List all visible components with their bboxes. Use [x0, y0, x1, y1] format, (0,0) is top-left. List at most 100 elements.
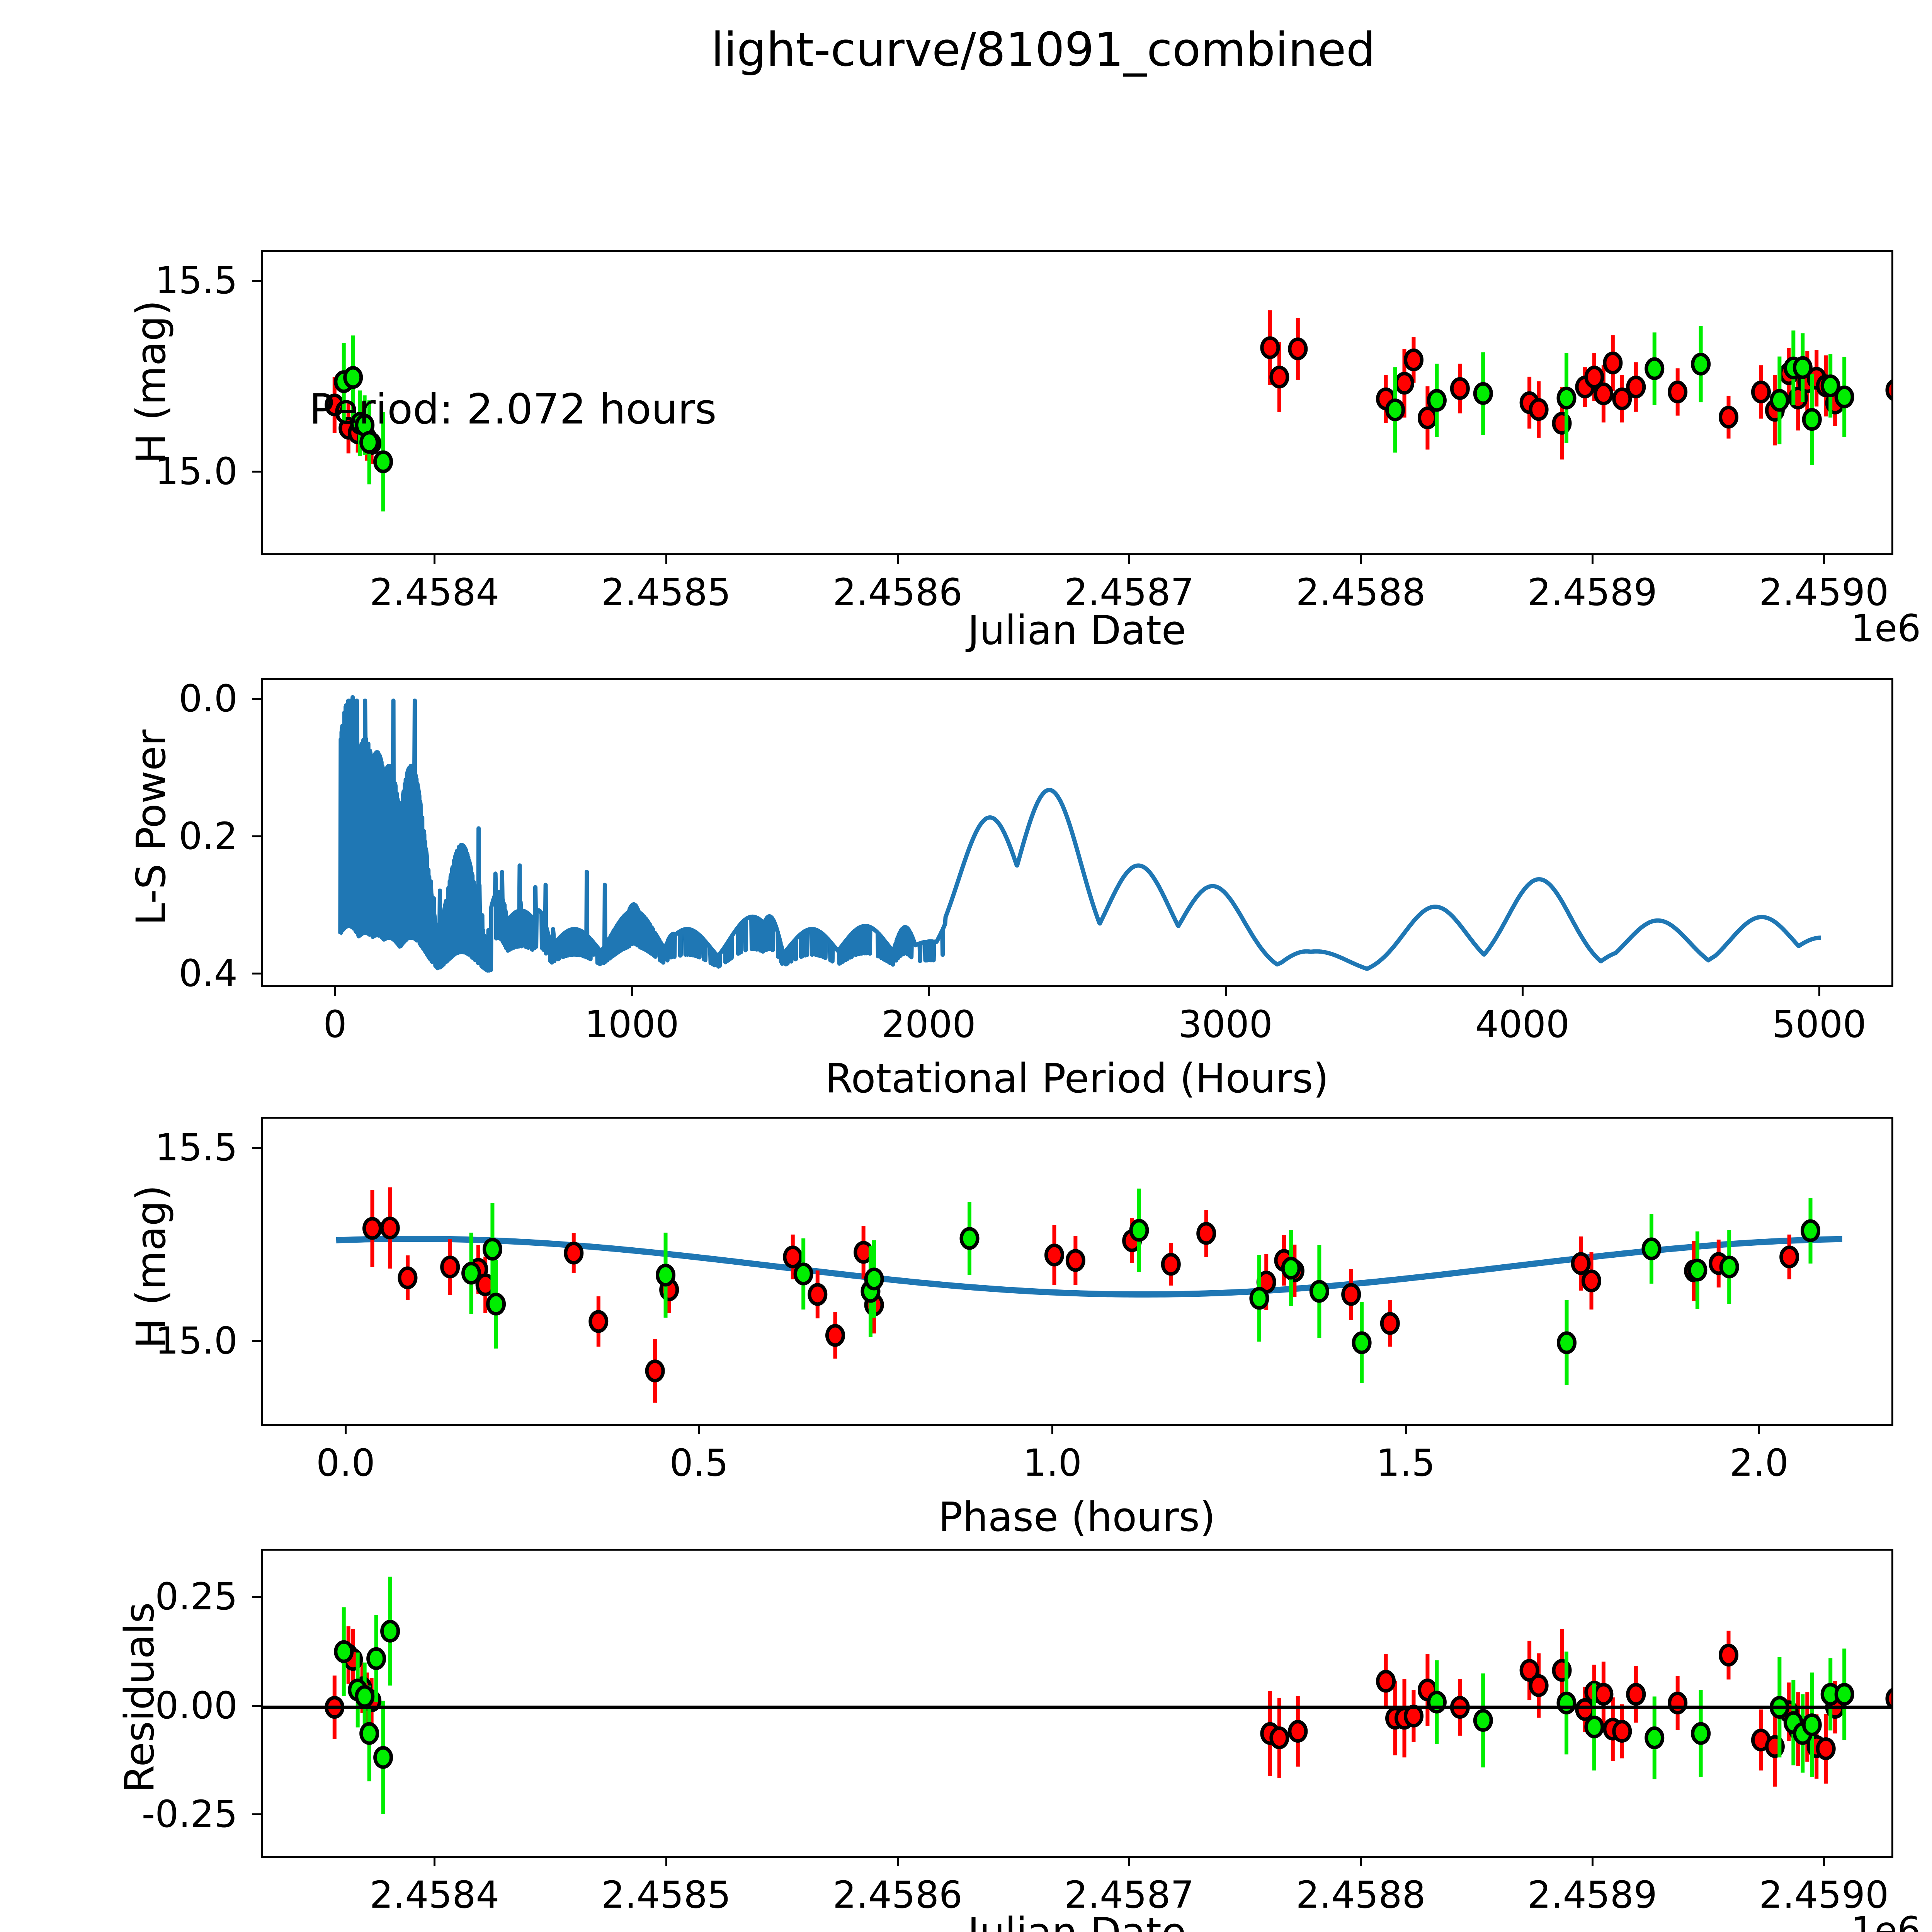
data-point[interactable]	[1802, 1713, 1822, 1736]
data-point[interactable]	[1281, 1257, 1301, 1280]
data-point[interactable]	[1612, 1720, 1632, 1743]
data-point[interactable]	[1260, 336, 1280, 359]
data-point[interactable]	[1820, 374, 1840, 398]
data-point[interactable]	[1719, 1643, 1739, 1667]
data-point[interactable]	[1801, 1219, 1821, 1242]
data-point[interactable]	[1556, 1691, 1577, 1714]
data-point[interactable]	[1044, 1243, 1064, 1267]
data-point[interactable]	[588, 1310, 609, 1333]
data-point[interactable]	[1779, 1245, 1799, 1269]
data-point[interactable]	[1645, 1726, 1665, 1750]
data-point[interactable]	[366, 1647, 386, 1670]
data-point[interactable]	[1309, 1280, 1329, 1303]
data-point[interactable]	[1751, 380, 1771, 403]
data-point[interactable]	[1557, 1331, 1577, 1354]
data-point[interactable]	[864, 1267, 884, 1291]
data-point[interactable]	[1473, 1709, 1493, 1732]
data-point[interactable]	[334, 1640, 354, 1663]
data-point[interactable]	[1249, 1287, 1269, 1310]
data-point[interactable]	[1450, 377, 1470, 400]
x-tick-label: 2.4587	[1064, 1873, 1194, 1917]
data-point[interactable]	[1626, 376, 1646, 399]
data-point[interactable]	[362, 1217, 382, 1240]
data-point[interactable]	[380, 1216, 400, 1240]
data-point[interactable]	[355, 1685, 375, 1708]
data-point[interactable]	[1571, 1252, 1591, 1275]
data-point[interactable]	[1556, 386, 1577, 410]
data-point[interactable]	[1603, 351, 1623, 374]
data-point[interactable]	[1626, 1683, 1646, 1706]
data-point[interactable]	[486, 1293, 506, 1316]
data-point[interactable]	[1529, 1674, 1549, 1697]
data-point[interactable]	[1417, 406, 1437, 430]
data-point[interactable]	[1594, 1683, 1614, 1706]
data-point[interactable]	[1834, 1683, 1854, 1706]
phasefold-plot-area[interactable]	[261, 1117, 1893, 1426]
data-point[interactable]	[359, 431, 379, 454]
data-point[interactable]	[359, 1722, 379, 1745]
data-point[interactable]	[1802, 408, 1822, 431]
data-point[interactable]	[461, 1262, 481, 1285]
data-point[interactable]	[1385, 398, 1405, 422]
data-point[interactable]	[373, 1746, 393, 1769]
data-point[interactable]	[645, 1359, 665, 1383]
lightcurve-plot-area[interactable]: Period: 2.072 hours	[261, 250, 1893, 555]
data-point[interactable]	[1612, 387, 1632, 410]
data-point[interactable]	[1288, 1720, 1308, 1743]
data-point[interactable]	[564, 1242, 584, 1265]
data-point[interactable]	[808, 1283, 828, 1306]
data-point[interactable]	[1691, 1722, 1711, 1745]
x-tick-label: 0.5	[669, 1441, 729, 1485]
periodogram-plot-area[interactable]	[261, 678, 1893, 987]
data-point[interactable]	[656, 1264, 676, 1287]
data-point[interactable]	[1584, 366, 1604, 389]
data-point[interactable]	[793, 1262, 813, 1286]
data-point[interactable]	[783, 1245, 803, 1269]
data-point[interactable]	[1161, 1253, 1181, 1276]
data-point[interactable]	[959, 1227, 980, 1250]
data-point[interactable]	[1719, 406, 1739, 429]
data-point[interactable]	[1473, 382, 1493, 405]
data-point[interactable]	[1341, 1283, 1361, 1306]
data-point[interactable]	[1645, 357, 1665, 380]
data-point[interactable]	[1376, 1670, 1396, 1693]
data-point[interactable]	[1352, 1331, 1372, 1354]
data-point[interactable]	[1427, 389, 1447, 412]
data-point[interactable]	[1403, 348, 1423, 371]
data-point[interactable]	[1395, 372, 1415, 395]
data-point[interactable]	[1691, 352, 1711, 376]
data-point[interactable]	[1403, 1704, 1423, 1728]
data-point[interactable]	[380, 1619, 400, 1643]
data-point[interactable]	[1519, 1659, 1539, 1682]
data-point[interactable]	[1687, 1259, 1708, 1282]
data-point[interactable]	[1582, 1269, 1602, 1293]
data-point[interactable]	[1885, 1688, 1893, 1709]
data-point[interactable]	[1065, 1249, 1085, 1272]
data-point[interactable]	[373, 450, 393, 473]
data-point[interactable]	[1196, 1222, 1216, 1245]
data-point[interactable]	[1288, 337, 1308, 361]
data-point[interactable]	[1816, 1737, 1836, 1760]
data-point[interactable]	[398, 1266, 418, 1289]
data-point[interactable]	[1129, 1219, 1149, 1242]
data-point[interactable]	[1885, 379, 1893, 401]
y-tick-label: 15.0	[155, 449, 238, 493]
data-point[interactable]	[1668, 380, 1688, 403]
data-point[interactable]	[1380, 1312, 1400, 1335]
data-point[interactable]	[440, 1255, 460, 1279]
data-point[interactable]	[1769, 389, 1789, 412]
data-point[interactable]	[1793, 356, 1813, 379]
data-point[interactable]	[1594, 382, 1614, 405]
data-point[interactable]	[1269, 1726, 1289, 1750]
data-point[interactable]	[1529, 398, 1549, 421]
data-point[interactable]	[1834, 385, 1854, 408]
data-point[interactable]	[482, 1238, 502, 1261]
residuals-plot-area[interactable]	[261, 1549, 1893, 1858]
data-point[interactable]	[825, 1324, 845, 1347]
data-point[interactable]	[1719, 1255, 1739, 1279]
data-point[interactable]	[1641, 1237, 1662, 1260]
data-point[interactable]	[343, 366, 363, 389]
data-point[interactable]	[1668, 1691, 1688, 1714]
data-point[interactable]	[1269, 366, 1289, 389]
data-point[interactable]	[1584, 1715, 1604, 1738]
